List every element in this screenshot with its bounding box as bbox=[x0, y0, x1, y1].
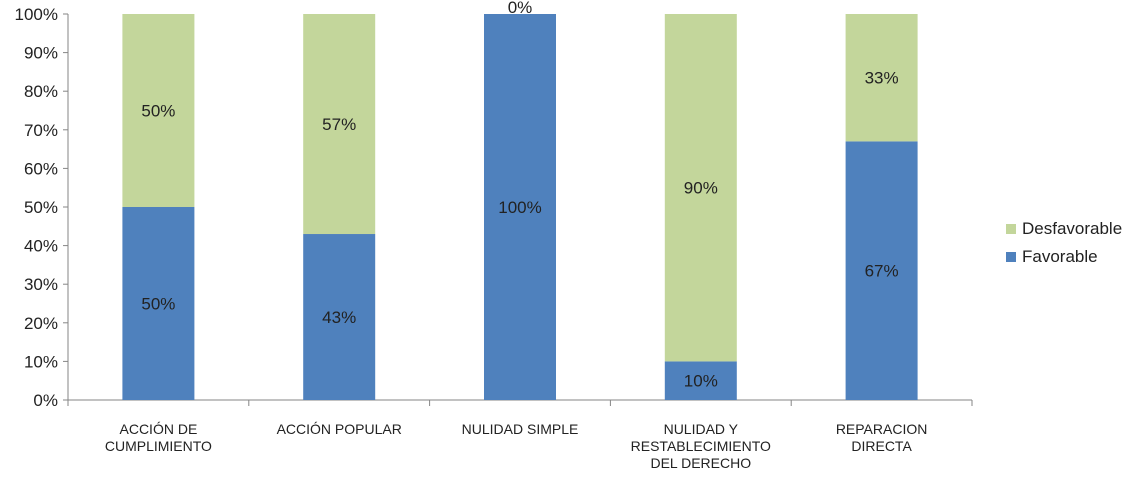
data-label-desfavorable-2: 0% bbox=[508, 0, 533, 17]
y-tick-label: 90% bbox=[24, 44, 58, 63]
y-tick-label: 70% bbox=[24, 121, 58, 140]
y-tick-label: 30% bbox=[24, 275, 58, 294]
data-label-desfavorable-3: 90% bbox=[684, 179, 718, 198]
x-category-label: DIRECTA bbox=[851, 438, 912, 454]
bar-desfavorable-3 bbox=[664, 14, 737, 362]
bar-desfavorable-1 bbox=[303, 14, 376, 235]
bar-favorable-3 bbox=[664, 361, 737, 400]
data-label-favorable-4: 67% bbox=[865, 262, 899, 281]
y-tick-label: 50% bbox=[24, 198, 58, 217]
x-category-label: NULIDAD Y bbox=[664, 421, 739, 437]
y-tick-label: 80% bbox=[24, 82, 58, 101]
x-category-label: RESTABLECIMIENTO bbox=[631, 438, 771, 454]
x-category-label: ACCIÓN DE bbox=[120, 421, 198, 437]
x-category-label: NULIDAD SIMPLE bbox=[462, 421, 579, 437]
legend-label-favorable: Favorable bbox=[1022, 247, 1098, 266]
data-label-favorable-1: 43% bbox=[322, 308, 356, 327]
data-label-favorable-3: 10% bbox=[684, 372, 718, 391]
legend-label-desfavorable: Desfavorable bbox=[1022, 219, 1123, 238]
x-category-label: REPARACION bbox=[836, 421, 928, 437]
legend-swatch-desfavorable bbox=[1006, 224, 1016, 234]
bar-desfavorable-0 bbox=[122, 14, 195, 207]
y-tick-label: 100% bbox=[15, 5, 58, 24]
x-category-label: ACCIÓN POPULAR bbox=[277, 421, 402, 437]
bar-favorable-4 bbox=[845, 141, 918, 400]
chart-legend: Desfavorable Favorable bbox=[1006, 215, 1148, 271]
x-category-label: CUMPLIMIENTO bbox=[105, 438, 212, 454]
data-label-desfavorable-0: 50% bbox=[141, 102, 175, 121]
bar-desfavorable-4 bbox=[845, 14, 918, 142]
legend-swatch-favorable bbox=[1006, 252, 1016, 262]
bar-favorable-0 bbox=[122, 207, 195, 400]
y-tick-label: 0% bbox=[33, 391, 58, 410]
legend-item-favorable: Favorable bbox=[1006, 243, 1148, 271]
x-category-label: DEL DERECHO bbox=[650, 455, 751, 471]
y-tick-label: 40% bbox=[24, 237, 58, 256]
legend-item-desfavorable: Desfavorable bbox=[1006, 215, 1148, 243]
bar-favorable-2 bbox=[484, 14, 556, 400]
stacked-bar-chart: 0% 10% 20% 30% 40% 50% 60% 70% 80% 90% 100% 50% 50% A… bbox=[15, 0, 973, 471]
data-label-favorable-0: 50% bbox=[141, 295, 175, 314]
bar-favorable-1 bbox=[303, 234, 376, 400]
data-label-favorable-2: 100% bbox=[498, 198, 541, 217]
data-label-desfavorable-1: 57% bbox=[322, 115, 356, 134]
y-tick-label: 60% bbox=[24, 159, 58, 178]
y-tick-label: 10% bbox=[24, 352, 58, 371]
y-tick-label: 20% bbox=[24, 314, 58, 333]
data-label-desfavorable-4: 33% bbox=[865, 69, 899, 88]
